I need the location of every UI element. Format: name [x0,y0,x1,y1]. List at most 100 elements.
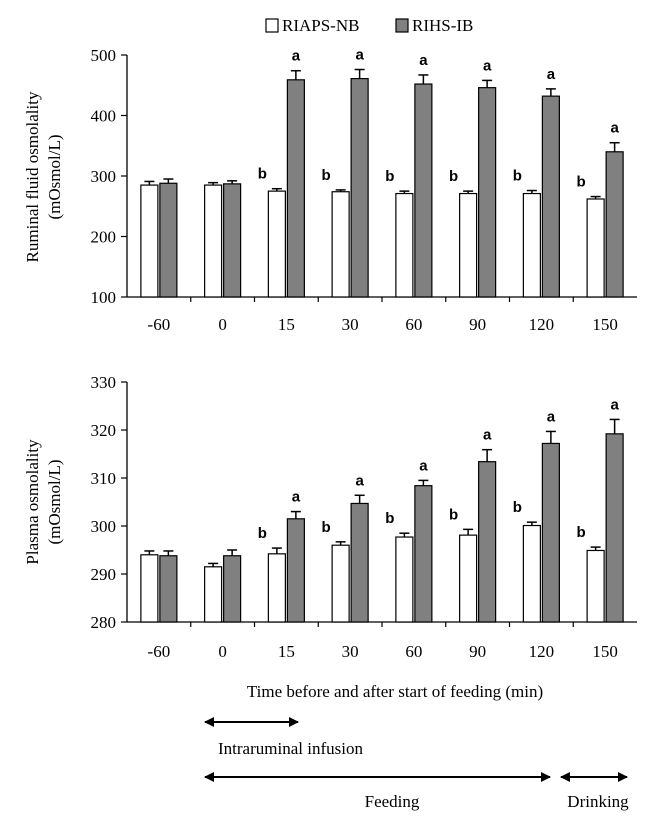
bar-riaps-nb-plasma [204,566,223,623]
x-tick-label-plasma: 0 [218,642,227,661]
bar-rihs-ib-plasma [478,461,497,623]
y-tick-label-plasma: 300 [91,517,117,536]
significance-label-rihs-ib-ruminal: a [419,52,428,69]
significance-label-rihs-ib-ruminal: a [610,120,619,137]
x-tick-label-ruminal: 30 [342,315,359,334]
y-tick-label-ruminal: 300 [91,167,117,186]
bar-rihs-ib-plasma [286,518,305,623]
x-tick-label-plasma: -60 [148,642,171,661]
bar-rihs-ib-ruminal [541,95,560,298]
significance-label-riaps-nb-plasma: b [577,524,586,541]
bar-riaps-nb-ruminal [331,191,350,298]
x-tick-label-plasma: 120 [529,642,555,661]
x-tick-label-plasma: 90 [469,642,486,661]
y-tick-label-plasma: 330 [91,373,117,392]
significance-label-rihs-ib-plasma: a [547,408,556,425]
legend-label-riaps-nb: RIAPS-NB [282,16,359,35]
legend-label-rihs-ib: RIHS-IB [412,16,473,35]
ruminal-osmolality-chart: Ruminal fluid osmolality (mOsmol/L) 100 2… [23,46,637,334]
significance-label-riaps-nb-ruminal: b [577,174,586,191]
significance-label-riaps-nb-ruminal: b [385,168,394,185]
y-tick-label-plasma: 280 [91,613,117,632]
significance-label-rihs-ib-ruminal: a [355,47,364,64]
x-tick-label-plasma: 30 [342,642,359,661]
y-axis-label-ruminal: Ruminal fluid osmolality [23,91,42,262]
bar-riaps-nb-ruminal [395,192,414,298]
x-tick-label-plasma: 150 [592,642,618,661]
bar-rihs-ib-plasma [541,442,560,623]
y-tick-label-ruminal: 400 [91,107,117,126]
y-tick-label-ruminal: 500 [91,46,117,65]
significance-label-riaps-nb-plasma: b [322,519,331,536]
y-axis-label-plasma: Plasma osmolality [23,439,42,565]
y-tick-label-plasma: 310 [91,469,117,488]
bar-riaps-nb-ruminal [267,190,286,298]
significance-label-rihs-ib-plasma: a [419,457,428,474]
significance-label-rihs-ib-plasma: a [292,489,301,506]
significance-label-riaps-nb-ruminal: b [322,167,331,184]
bar-rihs-ib-ruminal [159,182,178,298]
legend-swatch-rihs-ib [395,18,409,33]
bar-riaps-nb-plasma [267,553,286,623]
significance-label-rihs-ib-ruminal: a [547,66,556,83]
bar-riaps-nb-plasma [395,536,414,623]
bar-rihs-ib-plasma [414,485,433,623]
x-tick-label-ruminal: 60 [405,315,422,334]
bar-rihs-ib-ruminal [414,83,433,298]
x-tick-label-ruminal: 150 [592,315,618,334]
x-tick-label-ruminal: 120 [529,315,555,334]
bar-rihs-ib-ruminal [478,87,497,298]
bar-rihs-ib-ruminal [605,151,624,298]
bar-riaps-nb-plasma [522,524,541,623]
y-axis-unit-plasma: (mOsmol/L) [45,460,64,545]
bar-rihs-ib-ruminal [350,77,369,298]
x-tick-label-ruminal: 15 [278,315,295,334]
significance-label-rihs-ib-plasma: a [483,427,492,444]
legend: RIAPS-NB RIHS-IB [265,16,473,35]
significance-label-rihs-ib-plasma: a [355,472,364,489]
x-tick-label-plasma: 15 [278,642,295,661]
bar-riaps-nb-ruminal [204,184,223,298]
significance-label-riaps-nb-plasma: b [449,506,458,523]
x-axis-title: Time before and after start of feeding (… [247,682,543,701]
legend-swatch-riaps-nb [265,18,279,33]
drinking-label: Drinking [567,792,629,811]
plasma-osmolality-chart: Plasma osmolality (mOsmol/L) 28029030031… [23,373,637,661]
y-axis-unit-ruminal: (mOsmol/L) [45,135,64,220]
bar-rihs-ib-plasma [350,502,369,623]
bar-rihs-ib-plasma [159,555,178,623]
bar-riaps-nb-plasma [459,534,478,623]
x-tick-label-ruminal: 0 [218,315,227,334]
bar-riaps-nb-ruminal [140,184,159,298]
bar-riaps-nb-plasma [331,544,350,623]
bar-riaps-nb-ruminal [586,198,605,298]
significance-label-riaps-nb-ruminal: b [449,168,458,185]
significance-label-riaps-nb-plasma: b [513,499,522,516]
bar-rihs-ib-plasma [605,433,624,623]
bar-rihs-ib-ruminal [286,79,305,298]
y-tick-label-ruminal: 100 [91,288,117,307]
bar-riaps-nb-plasma [140,554,159,623]
bar-riaps-nb-ruminal [522,192,541,298]
significance-label-riaps-nb-plasma: b [258,525,267,542]
period-annotations: Intraruminal infusion Feeding Drinking [204,717,629,811]
y-tick-label-ruminal: 200 [91,228,117,247]
significance-label-rihs-ib-ruminal: a [292,48,301,65]
bar-rihs-ib-ruminal [223,183,242,298]
significance-label-rihs-ib-ruminal: a [483,57,492,74]
y-tick-label-plasma: 290 [91,565,117,584]
x-tick-label-plasma: 60 [405,642,422,661]
bar-riaps-nb-ruminal [459,192,478,298]
bar-rihs-ib-plasma [223,555,242,623]
x-tick-label-ruminal: -60 [148,315,171,334]
significance-label-riaps-nb-ruminal: b [513,168,522,185]
infusion-label: Intraruminal infusion [218,739,363,758]
significance-label-riaps-nb-ruminal: b [258,166,267,183]
bar-riaps-nb-plasma [586,549,605,623]
significance-label-rihs-ib-plasma: a [610,396,619,413]
feeding-label: Feeding [365,792,420,811]
y-tick-label-plasma: 320 [91,421,117,440]
x-tick-label-ruminal: 90 [469,315,486,334]
significance-label-riaps-nb-plasma: b [385,510,394,527]
